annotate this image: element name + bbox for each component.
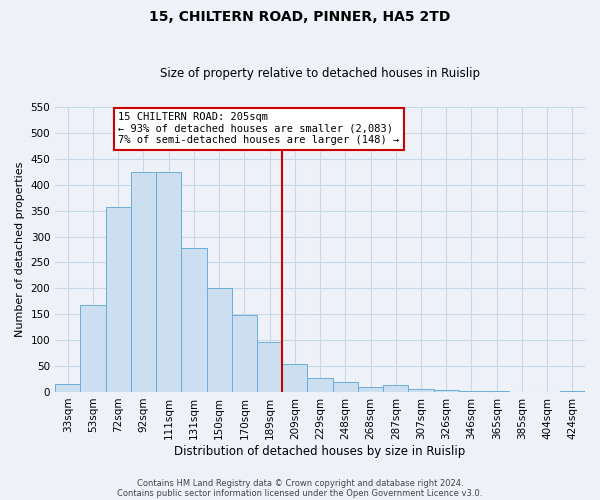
Bar xyxy=(282,364,307,392)
Bar xyxy=(434,390,459,392)
Bar xyxy=(156,172,181,392)
Text: Contains HM Land Registry data © Crown copyright and database right 2024.: Contains HM Land Registry data © Crown c… xyxy=(137,478,463,488)
Bar xyxy=(206,288,232,392)
Bar xyxy=(55,384,80,392)
Bar xyxy=(106,207,131,392)
Bar xyxy=(181,248,206,392)
Bar xyxy=(80,305,106,392)
Text: 15 CHILTERN ROAD: 205sqm
← 93% of detached houses are smaller (2,083)
7% of semi: 15 CHILTERN ROAD: 205sqm ← 93% of detach… xyxy=(118,112,400,146)
Bar xyxy=(232,315,257,392)
Bar xyxy=(383,385,409,392)
Text: Contains public sector information licensed under the Open Government Licence v3: Contains public sector information licen… xyxy=(118,488,482,498)
Bar xyxy=(459,391,484,392)
Y-axis label: Number of detached properties: Number of detached properties xyxy=(15,162,25,337)
Bar xyxy=(332,382,358,392)
Bar xyxy=(131,172,156,392)
Bar xyxy=(307,378,332,392)
Title: Size of property relative to detached houses in Ruislip: Size of property relative to detached ho… xyxy=(160,66,480,80)
X-axis label: Distribution of detached houses by size in Ruislip: Distribution of detached houses by size … xyxy=(175,444,466,458)
Bar xyxy=(257,342,282,392)
Bar xyxy=(560,391,585,392)
Bar xyxy=(358,387,383,392)
Text: 15, CHILTERN ROAD, PINNER, HA5 2TD: 15, CHILTERN ROAD, PINNER, HA5 2TD xyxy=(149,10,451,24)
Bar xyxy=(409,390,434,392)
